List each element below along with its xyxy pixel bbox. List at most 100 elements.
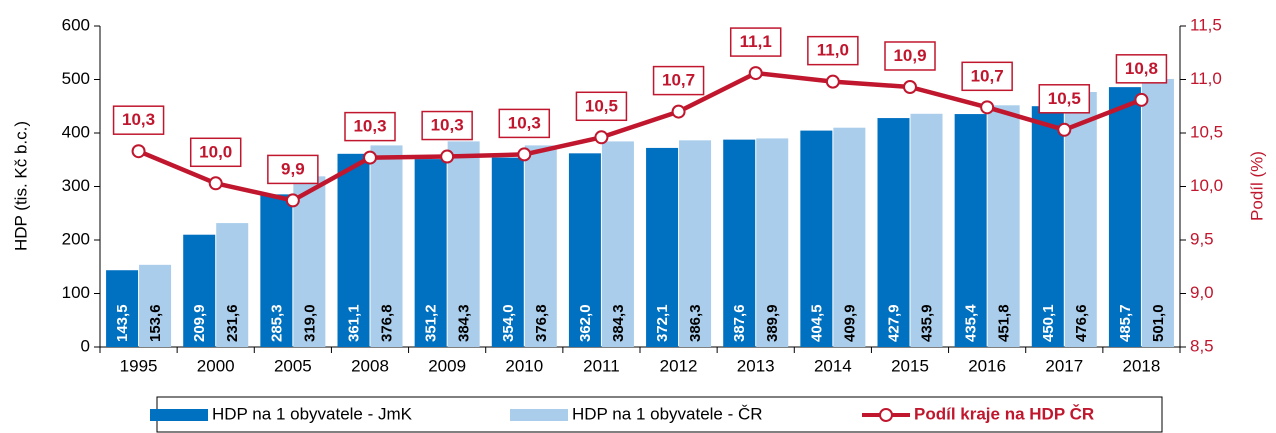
- bar-value-label: 450,1: [1040, 304, 1057, 342]
- bar-value-label: 319,0: [301, 304, 318, 342]
- line-marker: [440, 149, 455, 164]
- bar-value-label: 362,0: [577, 304, 594, 342]
- bar: [370, 145, 403, 347]
- value-label-box: [884, 41, 936, 71]
- line-marker: [1057, 122, 1072, 137]
- line-value-label: 11,1: [740, 32, 772, 51]
- x-tick-label: 2013: [737, 356, 775, 375]
- y-tick-label: 500: [62, 69, 90, 88]
- legend-label: HDP na 1 obyvatele - JmK: [212, 404, 413, 423]
- y2-tick-label: 11,5: [1190, 15, 1222, 34]
- value-label-box: [1115, 54, 1168, 84]
- bar: [106, 270, 139, 347]
- bar: [910, 113, 943, 347]
- y2-tick-label: 9,0: [1190, 283, 1214, 302]
- bar-value-label: 153,6: [147, 304, 164, 342]
- line-marker: [363, 150, 377, 165]
- bar-value-label: 209,9: [191, 304, 208, 342]
- bar: [216, 223, 249, 347]
- line-marker: [285, 193, 300, 208]
- bar: [1064, 92, 1097, 347]
- bar: [1031, 106, 1064, 347]
- line-value-label: 10,0: [199, 142, 232, 161]
- bar-value-label: 435,4: [963, 304, 980, 342]
- bar: [414, 159, 447, 347]
- value-label-box: [267, 154, 319, 185]
- bar-value-label: 409,9: [841, 304, 858, 342]
- bar-value-label: 376,8: [533, 304, 550, 342]
- value-label-box: [1038, 84, 1091, 114]
- bar: [139, 264, 172, 347]
- bar-value-label: 143,5: [114, 304, 131, 342]
- x-tick-label: 2009: [428, 356, 466, 375]
- bar-value-label: 376,8: [378, 304, 395, 342]
- line-marker: [1134, 92, 1149, 107]
- x-tick-label: 2014: [814, 356, 852, 375]
- x-tick-label: 2000: [197, 356, 235, 375]
- bar-value-label: 386,3: [687, 304, 704, 342]
- legend-label: HDP na 1 obyvatele - ČR: [572, 404, 763, 423]
- y-tick-label: 300: [62, 176, 90, 195]
- x-tick-label: 1995: [120, 356, 158, 375]
- y-tick-label: 400: [62, 122, 90, 141]
- x-tick-label: 2008: [351, 356, 389, 375]
- line: [137, 70, 1143, 203]
- line-marker: [980, 100, 995, 115]
- bar-value-label: 351,2: [423, 304, 440, 342]
- x-tick-label: 2016: [968, 356, 1006, 375]
- y2-tick-label: 10,5: [1190, 122, 1223, 141]
- line-value-label: 9,9: [281, 159, 305, 178]
- y-tick-label: 200: [62, 229, 90, 248]
- bar: [260, 194, 293, 347]
- x-tick-label: 2011: [583, 356, 620, 375]
- y2-tick-label: 9,5: [1190, 229, 1214, 248]
- value-label-box: [112, 105, 165, 135]
- bar-value-label: 404,5: [808, 304, 825, 342]
- bar: [447, 141, 480, 347]
- bar-value-label: 435,9: [918, 304, 935, 342]
- bar-value-label: 485,7: [1117, 304, 1134, 342]
- bar: [491, 157, 524, 347]
- bar-value-label: 384,3: [456, 304, 473, 342]
- line-marker: [903, 79, 917, 94]
- bar-value-label: 285,3: [268, 304, 285, 342]
- bar: [1141, 78, 1174, 347]
- value-label-box: [189, 137, 242, 168]
- bar-value-label: 372,1: [654, 304, 671, 342]
- bar-value-label: 451,8: [996, 304, 1013, 342]
- line-value-label: 10,9: [893, 46, 926, 65]
- bar-value-label: 476,6: [1073, 304, 1090, 342]
- y2-axis-title: Podíl (%): [1247, 151, 1266, 221]
- bar: [987, 105, 1020, 347]
- y-axis-title: HDP (tis. Kč b.c.): [11, 121, 30, 251]
- line-value-label: 10,3: [353, 117, 386, 136]
- x-tick-label: 2017: [1045, 356, 1083, 375]
- line-value-label: 10,8: [1125, 59, 1158, 78]
- line-value-label: 10,7: [662, 71, 695, 90]
- bar: [800, 130, 833, 347]
- x-tick-label: 2018: [1123, 356, 1161, 375]
- line-marker: [517, 147, 532, 162]
- line-value-label: 10,3: [508, 113, 541, 132]
- bar: [646, 147, 679, 347]
- bar: [337, 153, 370, 347]
- line-marker: [131, 144, 146, 159]
- line-marker: [748, 66, 763, 81]
- bar: [524, 145, 557, 347]
- x-tick-label: 2010: [505, 356, 543, 375]
- bar: [568, 153, 601, 347]
- bar: [1108, 87, 1141, 347]
- value-label-box: [498, 108, 551, 139]
- value-label-box: [575, 91, 628, 122]
- legend-marker: [879, 408, 893, 422]
- bar-value-label: 354,0: [500, 304, 517, 342]
- legend-swatch: [150, 409, 208, 421]
- x-tick-label: 2012: [660, 356, 698, 375]
- y-tick-label: 600: [62, 15, 90, 34]
- line-value-label: 10,5: [1048, 89, 1081, 108]
- legend-label: Podíl kraje na HDP ČR: [914, 404, 1094, 423]
- line-marker: [825, 74, 840, 89]
- value-label-box: [652, 65, 705, 96]
- bar: [756, 138, 789, 347]
- value-label-box: [961, 61, 1013, 92]
